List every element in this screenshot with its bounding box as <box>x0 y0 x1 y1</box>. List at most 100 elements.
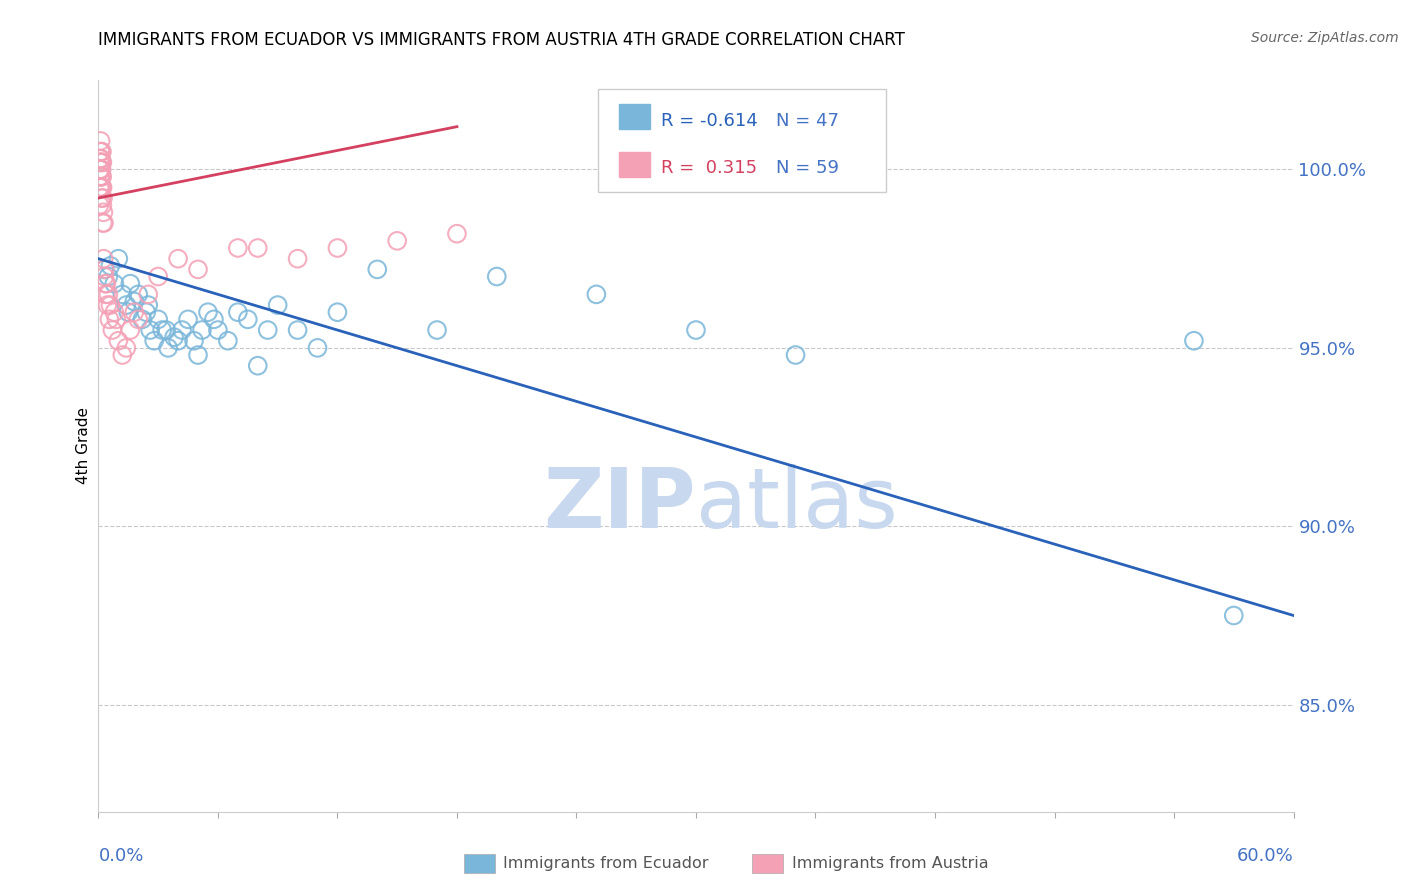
Point <box>90 145 112 159</box>
Point <box>103 305 125 319</box>
Point <box>183 334 205 348</box>
Point <box>177 312 200 326</box>
Point <box>246 359 269 373</box>
Point <box>107 252 129 266</box>
Point <box>89 155 111 169</box>
Point <box>91 216 114 230</box>
Point <box>226 305 249 319</box>
Text: Source: ZipAtlas.com: Source: ZipAtlas.com <box>1251 31 1399 45</box>
Point <box>163 330 186 344</box>
Point <box>98 259 122 273</box>
Point <box>287 252 309 266</box>
Point <box>97 287 120 301</box>
Point <box>197 305 219 319</box>
Point <box>111 348 134 362</box>
Point <box>256 323 278 337</box>
Point <box>90 162 112 177</box>
Point <box>326 305 349 319</box>
Point <box>90 169 112 184</box>
Point <box>90 162 112 177</box>
Text: R = -0.614: R = -0.614 <box>661 112 758 129</box>
Point <box>139 323 162 337</box>
Point <box>307 341 329 355</box>
Point <box>446 227 468 241</box>
Point <box>89 180 111 194</box>
Text: Immigrants from Ecuador: Immigrants from Ecuador <box>503 856 709 871</box>
Point <box>90 180 112 194</box>
Point <box>107 334 129 348</box>
Point <box>91 180 114 194</box>
Text: Immigrants from Austria: Immigrants from Austria <box>792 856 988 871</box>
Point <box>155 323 177 337</box>
Point <box>89 169 111 184</box>
Point <box>785 348 807 362</box>
Point <box>226 241 249 255</box>
Point <box>91 191 114 205</box>
Point <box>89 145 111 159</box>
Y-axis label: 4th Grade: 4th Grade <box>76 408 91 484</box>
Point <box>136 287 159 301</box>
Point <box>97 269 120 284</box>
Text: R =  0.315: R = 0.315 <box>661 159 756 177</box>
Text: IMMIGRANTS FROM ECUADOR VS IMMIGRANTS FROM AUSTRIA 4TH GRADE CORRELATION CHART: IMMIGRANTS FROM ECUADOR VS IMMIGRANTS FR… <box>98 31 905 49</box>
Point <box>93 216 115 230</box>
Point <box>187 348 209 362</box>
Point <box>246 241 269 255</box>
Point <box>167 252 190 266</box>
Point <box>93 205 115 219</box>
Point <box>685 323 707 337</box>
Point <box>157 341 180 355</box>
Point <box>96 298 118 312</box>
Text: ZIP: ZIP <box>544 464 696 545</box>
Point <box>366 262 388 277</box>
Point <box>91 198 114 212</box>
Point <box>207 323 229 337</box>
Point <box>172 323 194 337</box>
Point <box>90 155 112 169</box>
Point <box>150 323 173 337</box>
Text: atlas: atlas <box>696 464 897 545</box>
Point <box>585 287 607 301</box>
Point <box>287 323 309 337</box>
Point <box>1182 334 1205 348</box>
Point <box>217 334 239 348</box>
Point <box>485 269 508 284</box>
Point <box>135 305 157 319</box>
Point <box>124 305 146 319</box>
Point <box>127 287 149 301</box>
Point <box>143 334 166 348</box>
Point <box>115 298 138 312</box>
Point <box>91 180 114 194</box>
Point <box>96 277 118 291</box>
Point <box>167 334 190 348</box>
Point <box>236 312 259 326</box>
Point <box>94 262 117 277</box>
Point <box>91 145 114 159</box>
Point <box>148 269 170 284</box>
Point <box>89 152 111 166</box>
Point <box>124 294 146 309</box>
Point <box>136 298 159 312</box>
Point <box>89 180 111 194</box>
Point <box>117 305 139 319</box>
Point <box>90 155 112 169</box>
Point <box>120 277 142 291</box>
Point <box>90 152 112 166</box>
Point <box>91 169 114 184</box>
Point <box>93 269 115 284</box>
Point <box>120 323 142 337</box>
Point <box>94 287 117 301</box>
Point <box>131 312 153 326</box>
Point <box>90 169 112 184</box>
Text: 60.0%: 60.0% <box>1237 847 1294 864</box>
Point <box>148 312 170 326</box>
Text: N = 47: N = 47 <box>776 112 839 129</box>
Point <box>98 298 122 312</box>
Point <box>89 162 111 177</box>
Text: 0.0%: 0.0% <box>98 847 143 864</box>
Point <box>91 155 114 169</box>
Text: N = 59: N = 59 <box>776 159 839 177</box>
Point <box>89 198 111 212</box>
Point <box>1223 608 1246 623</box>
Point <box>94 277 117 291</box>
